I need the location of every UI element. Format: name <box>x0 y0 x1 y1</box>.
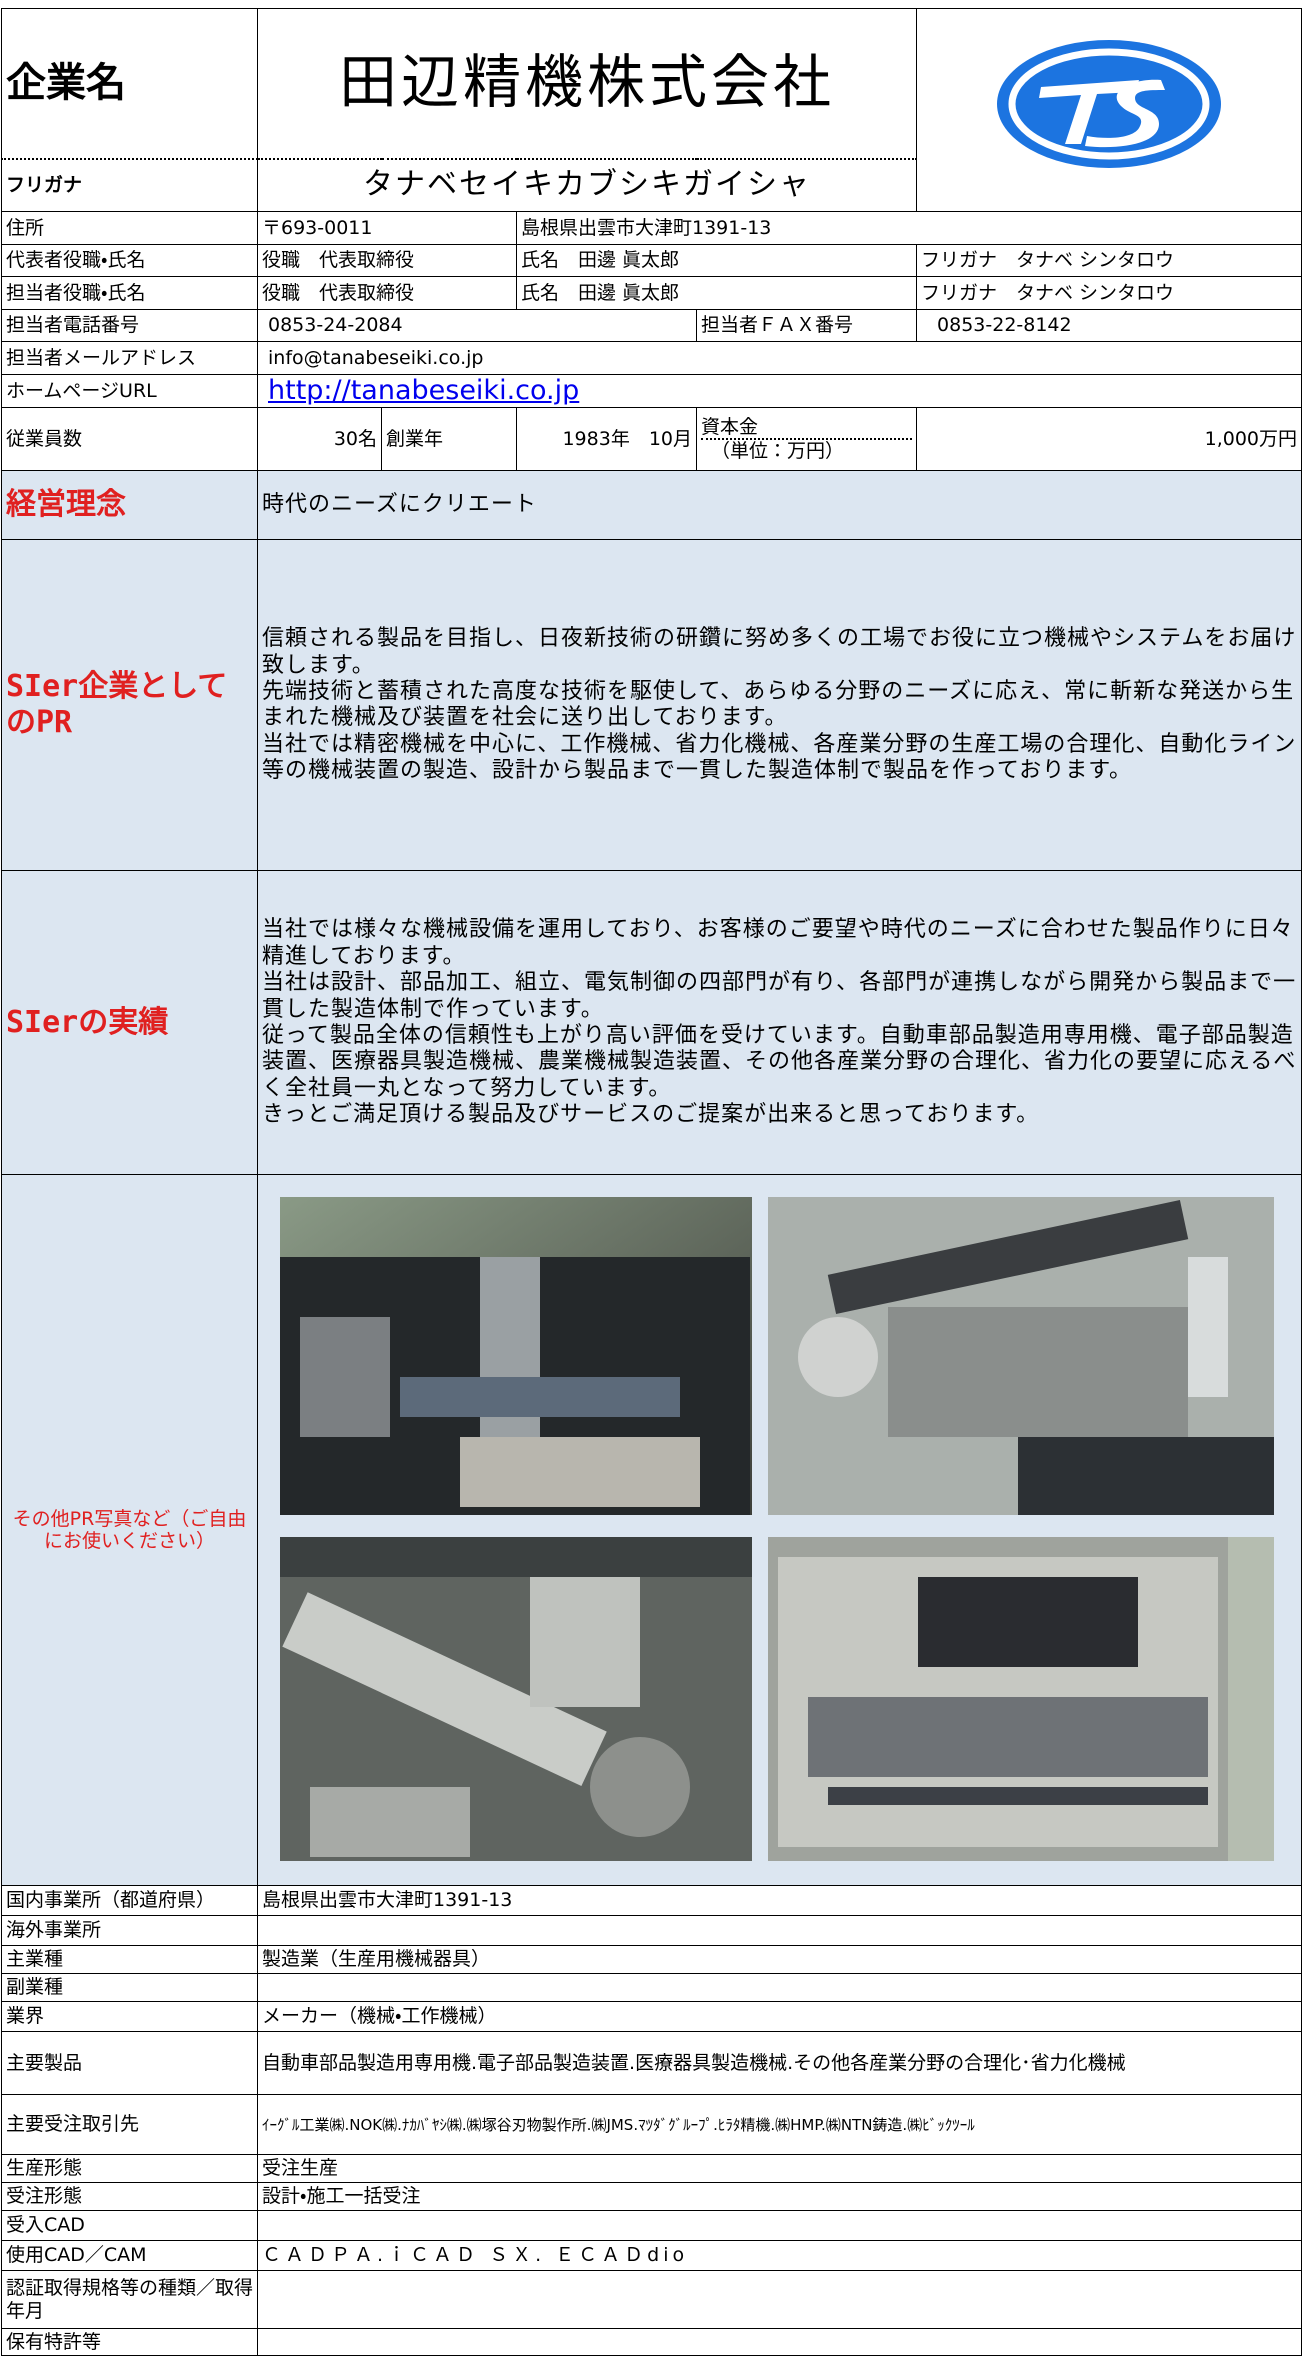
label: 担当者電話番号 <box>1 309 258 342</box>
label: 住所 <box>1 211 258 245</box>
text: 当社では様々な機械設備を運用しており、お客様のご要望や時代のニーズに合わせた製品… <box>256 870 1303 1176</box>
label: 代表者役職・氏名 <box>1 244 258 277</box>
label: 受注形態 <box>1 2182 258 2212</box>
value: 設計・施工一括受注 <box>256 2182 1303 2212</box>
value: 0853-22-8142 <box>916 309 1303 342</box>
label: SIerの実績 <box>1 870 258 1176</box>
row: 受入CAD <box>1 2210 1303 2242</box>
label: ホームページURL <box>1 373 258 409</box>
row: 副業種 <box>1 1973 1303 2003</box>
photo-cell <box>256 1174 1303 1887</box>
value: 氏名 田邊 眞太郎 <box>515 276 918 310</box>
label-cell: 資本金 （単位：万円） <box>695 407 918 472</box>
label: （単位：万円） <box>711 440 845 463</box>
row: 主業種 製造業（生産用機械器具） <box>1 1945 1303 1975</box>
row: 主要製品 自動車部品製造用専用機.電子部品製造装置.医療器具製造機械.その他各産業… <box>1 2031 1303 2096</box>
row: 認証取得規格等の種類／取得年月 <box>1 2270 1303 2330</box>
value <box>256 1973 1303 2003</box>
label: 国内事業所（都道府県） <box>1 1885 258 1917</box>
row: 業界 メーカー（機械・工作機械） <box>1 2001 1303 2033</box>
homepage-link[interactable]: http://tanabeseiki.co.jp <box>268 375 580 406</box>
photo <box>280 1197 752 1516</box>
row: 主要受注取引先 ｲｰｸﾞﾙ工業㈱.NOK㈱.ﾅｶﾊﾞﾔｼ㈱.㈱塚谷刃物製作所.㈱J… <box>1 2094 1303 2156</box>
value: 役職 代表取締役 <box>257 276 517 310</box>
value: ＣＡＤＰＡ.ｉＣＡＤ ＳＸ. ＥＣＡＤdio <box>256 2240 1303 2272</box>
label: 資本金 <box>701 416 913 441</box>
label: 受入CAD <box>1 2210 258 2242</box>
photo <box>768 1537 1274 1862</box>
value: メーカー（機械・工作機械） <box>256 2001 1303 2033</box>
paragraph: 信頼される製品を目指し、日夜新技術の研鑽に努め多くの工場でお役に立つ機械やシステ… <box>262 626 1297 678</box>
label: 副業種 <box>1 1973 258 2003</box>
company-name: 田辺精機株式会社 <box>256 8 918 160</box>
label: 担当者役職・氏名 <box>1 276 258 310</box>
photo <box>280 1537 752 1862</box>
label: 創業年 <box>381 407 517 472</box>
paragraph: きっとご満足頂ける製品及びサービスのご提案が出来ると思っております。 <box>262 1102 1040 1128</box>
label: フリガナ <box>1 158 258 212</box>
value: 1983年 10月 <box>516 407 697 472</box>
value: フリガナ タナベ シンタロウ <box>916 276 1303 310</box>
row: 海外事業所 <box>1 1915 1303 1947</box>
label: 主要製品 <box>1 2031 258 2096</box>
label: 使用CAD／CAM <box>1 2240 258 2272</box>
value <box>256 1915 1303 1947</box>
paragraph: 当社では様々な機械設備を運用しており、お客様のご要望や時代のニーズに合わせた製品… <box>262 917 1294 969</box>
value <box>256 2210 1303 2242</box>
value: 製造業（生産用機械器具） <box>256 1945 1303 1975</box>
value: 1,000万円 <box>916 407 1303 472</box>
value: ｲｰｸﾞﾙ工業㈱.NOK㈱.ﾅｶﾊﾞﾔｼ㈱.㈱塚谷刃物製作所.㈱JMS.ﾏﾂﾀﾞ… <box>256 2094 1303 2156</box>
value: 受注生産 <box>256 2154 1303 2184</box>
label: 企業名 <box>1 8 258 160</box>
label: 生産形態 <box>1 2154 258 2184</box>
logo <box>997 40 1222 169</box>
value: 時代のニーズにクリエート <box>256 470 1303 541</box>
photo-grid <box>259 1176 1301 1885</box>
label: 主業種 <box>1 1945 258 1975</box>
company-sheet: 企業名 田辺精機株式会社 フリガナ タナベセイキカブシキガイシャ 住所 〒693… <box>1 8 1303 2357</box>
row: 受注形態 設計・施工一括受注 <box>1 2182 1303 2212</box>
value: 役職 代表取締役 <box>257 244 517 277</box>
label: その他PR写真など（ご自由にお使いください） <box>1 1174 258 1887</box>
value: 30名 <box>257 407 382 472</box>
logo-cell <box>916 8 1303 212</box>
label: 海外事業所 <box>1 1915 258 1947</box>
value: フリガナ タナベ シンタロウ <box>916 244 1303 277</box>
label: 担当者ＦＡＸ番号 <box>695 309 918 342</box>
text: 信頼される製品を目指し、日夜新技術の研鑽に努め多くの工場でお役に立つ機械やシステ… <box>256 539 1303 872</box>
paragraph: 従って製品全体の信頼性も上がり高い評価を受けています。自動車部品製造用専用機、電… <box>262 1022 1297 1101</box>
value: 〒693-0011 <box>257 211 517 245</box>
label: SIer企業としてのPR <box>1 539 258 872</box>
paragraph: 当社では精密機械を中心に、工作機械、省力化機械、各産業分野の生産工場の合理化、自… <box>262 731 1297 784</box>
row: 国内事業所（都道府県） 島根県出雲市大津町1391-13 <box>1 1885 1303 1917</box>
details: 国内事業所（都道府県） 島根県出雲市大津町1391-13 海外事業所 主業種 製造業（生… <box>1 1885 1303 2357</box>
label: 業界 <box>1 2001 258 2033</box>
value: 島根県出雲市大津町1391-13 <box>515 211 1303 245</box>
value: 島根県出雲市大津町1391-13 <box>256 1885 1303 1917</box>
paragraph: 先端技術と蓄積された高度な技術を駆使して、あらゆる分野のニーズに応え、常に斬新な… <box>262 679 1295 731</box>
value: 自動車部品製造用専用機.電子部品製造装置.医療器具製造機械.その他各産業分野の合… <box>256 2031 1303 2096</box>
label: 認証取得規格等の種類／取得年月 <box>1 2270 258 2330</box>
row: 生産形態 受注生産 <box>1 2154 1303 2184</box>
row: 使用CAD／CAM ＣＡＤＰＡ.ｉＣＡＤ ＳＸ. ＥＣＡＤdio <box>1 2240 1303 2272</box>
label: 担当者メールアドレス <box>1 341 258 375</box>
paragraph: 当社は設計、部品加工、組立、電気制御の四部門が有り、各部門が連携しながら開発から… <box>262 970 1297 1022</box>
value: 0853-24-2084 <box>257 309 697 342</box>
photo <box>768 1197 1274 1516</box>
furigana: タナベセイキカブシキガイシャ <box>256 158 918 212</box>
label: 経営理念 <box>1 470 258 541</box>
row: 企業名 田辺精機株式会社 <box>1 8 1303 212</box>
value: info@tanabeseiki.co.jp <box>256 341 1303 375</box>
value <box>256 2328 1303 2357</box>
label: 主要受注取引先 <box>1 2094 258 2156</box>
value: 氏名 田邊 眞太郎 <box>515 244 918 277</box>
value <box>256 2270 1303 2330</box>
row: 保有特許等 <box>1 2328 1303 2357</box>
label: 保有特許等 <box>1 2328 258 2357</box>
label: 従業員数 <box>1 407 258 472</box>
